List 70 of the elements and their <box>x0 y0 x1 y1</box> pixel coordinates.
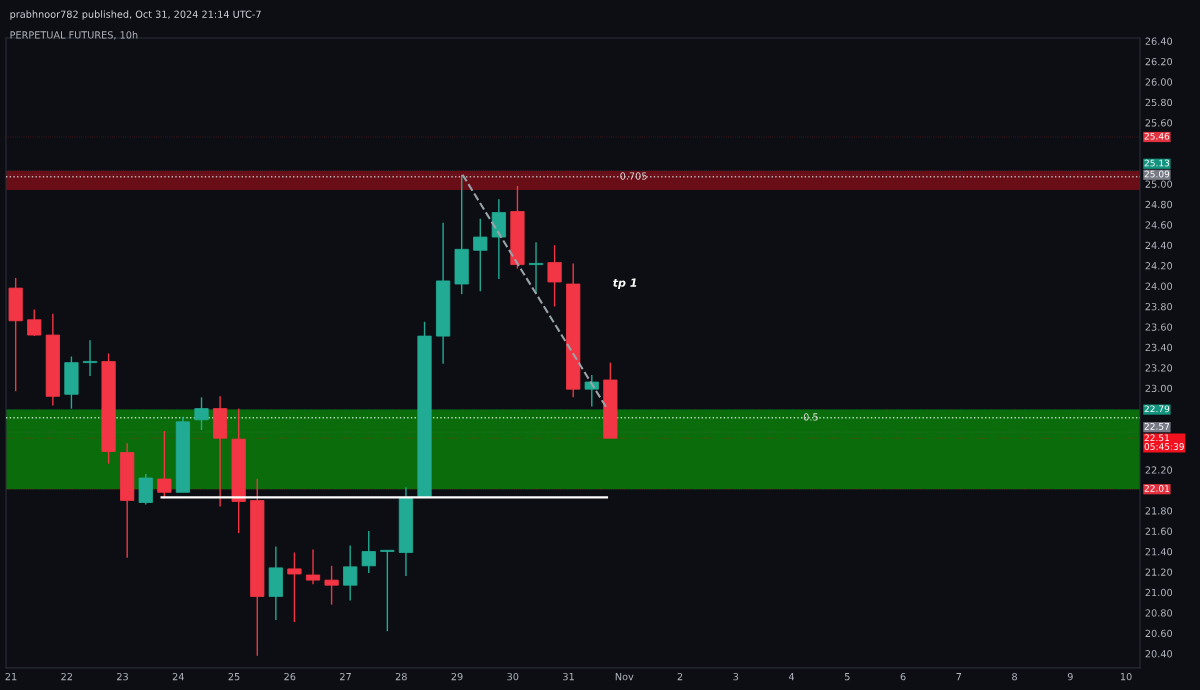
x-tick-label: 23 <box>117 672 128 681</box>
y-tick-label: 23.00 <box>1145 384 1173 392</box>
x-tick-label: 4 <box>788 673 795 681</box>
ref-line-label: 25.46 <box>1144 132 1170 140</box>
ref-line-label: 22.57 <box>1144 422 1170 430</box>
y-tick-label: 23.40 <box>1145 343 1173 352</box>
x-tick-label: 24 <box>172 672 184 681</box>
y-tick-label: 21.20 <box>1145 568 1173 576</box>
x-tick-label: 8 <box>1012 672 1017 681</box>
ref-line-label: 22.51 05:45:39 <box>1144 434 1184 450</box>
candlestick <box>27 308 42 337</box>
x-tick-label: 29 <box>451 672 463 681</box>
y-tick-label: 21.40 <box>1145 548 1173 556</box>
candlestick <box>287 551 302 623</box>
y-tick-label: 25.00 <box>1145 180 1173 188</box>
y-tick-label: 20.60 <box>1145 629 1173 638</box>
x-tick-label: 7 <box>956 673 962 681</box>
x-tick-label: 6 <box>900 672 906 681</box>
y-tick-label: 26.00 <box>1145 78 1173 86</box>
x-tick-label: 25 <box>228 672 240 681</box>
x-tick-label: 3 <box>733 672 739 681</box>
annotation: tp 1 <box>613 278 637 290</box>
candlestick <box>528 241 544 294</box>
x-tick-label: 31 <box>563 672 574 681</box>
chart-subtitle: prabhnoor782 published, Oct 31, 2024 21:14 UTC-7 <box>10 10 261 20</box>
x-tick-label: 5 <box>844 673 850 681</box>
candlestick <box>324 565 339 606</box>
y-tick-label: 20.40 <box>1145 650 1173 658</box>
y-tick-label: 20.80 <box>1145 609 1173 617</box>
candlestick <box>194 396 209 431</box>
y-tick-label: 21.60 <box>1145 527 1173 535</box>
candlestick <box>305 548 321 585</box>
x-tick-label: 2 <box>677 672 683 681</box>
candlestick <box>380 549 395 632</box>
x-tick-label: 28 <box>395 672 407 681</box>
y-tick-label: 26.40 <box>1145 37 1173 45</box>
ref-line-label: 25.09 <box>1144 170 1170 178</box>
y-tick-label: 24.80 <box>1145 200 1173 209</box>
ref-line-label: 22.01 <box>1144 485 1170 492</box>
y-tick-label: 24.40 <box>1145 241 1173 250</box>
x-tick-label: Nov <box>615 673 634 681</box>
y-tick-label: 25.80 <box>1145 98 1173 107</box>
ref-line-label: 25.13 <box>1144 159 1170 167</box>
candlestick <box>82 339 98 377</box>
y-tick-label: 21.00 <box>1145 588 1173 597</box>
annotation: 0.5 <box>803 413 818 421</box>
ref-line-label: 22.79 <box>1144 405 1170 413</box>
y-tick-label: 24.00 <box>1145 282 1173 290</box>
x-tick-label: 22 <box>61 672 72 681</box>
y-tick-label: 24.60 <box>1145 221 1173 229</box>
y-tick-label: 24.20 <box>1145 262 1173 270</box>
y-tick-label: 23.20 <box>1145 364 1173 372</box>
y-tick-label: 22.20 <box>1145 466 1173 474</box>
x-tick-label: 27 <box>340 672 351 681</box>
y-tick-label: 25.60 <box>1145 119 1173 127</box>
candlestick <box>473 217 488 292</box>
candlestick <box>547 244 562 308</box>
x-tick-label: 10 <box>1120 672 1132 681</box>
x-tick-label: 21 <box>5 672 17 681</box>
candlestick <box>361 530 376 574</box>
x-tick-label: 26 <box>284 672 296 681</box>
y-tick-label: 21.80 <box>1145 507 1173 515</box>
y-tick-label: 23.60 <box>1145 323 1173 331</box>
annotation: 0.705 <box>620 172 647 180</box>
x-tick-label: 9 <box>1067 672 1073 681</box>
candlestick <box>343 544 358 602</box>
chart-title: PERPETUAL FUTURES, 10h <box>10 31 138 40</box>
y-tick-label: 23.80 <box>1145 302 1173 311</box>
x-tick-label: 30 <box>507 672 519 681</box>
y-tick-label: 26.20 <box>1145 57 1173 66</box>
